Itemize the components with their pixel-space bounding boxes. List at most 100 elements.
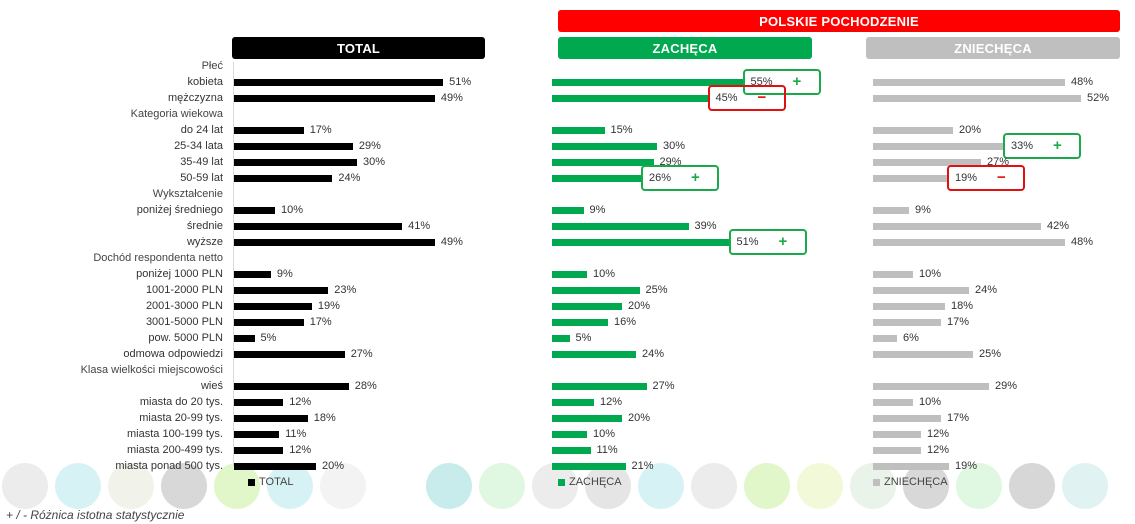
plus-sign: + (792, 73, 802, 90)
bar (552, 351, 636, 358)
bar (873, 431, 921, 438)
data-label: 29% (358, 140, 381, 152)
legend-swatch (558, 478, 565, 486)
bar (234, 159, 357, 166)
data-label: 26% (649, 172, 672, 184)
bar (234, 431, 280, 438)
data-label: 10% (593, 268, 616, 280)
significance-box-minus (947, 165, 1025, 191)
data-label: 12% (600, 396, 623, 408)
group-label: Płeć (201, 60, 223, 72)
background-bubble (744, 463, 790, 509)
data-label: 17% (947, 412, 970, 424)
bar (873, 415, 941, 422)
bar (552, 207, 584, 214)
significance-box-minus (707, 85, 786, 111)
row-label: pow. 5000 PLN (148, 332, 223, 344)
data-label: 19% (955, 172, 978, 184)
row-label: mężczyzna (167, 92, 223, 104)
bar (873, 143, 1005, 150)
bar (873, 319, 941, 326)
bar (552, 415, 622, 422)
plus-sign: + (1053, 137, 1062, 154)
row-label: 25-34 lata (174, 140, 223, 152)
data-label: 49% (440, 92, 463, 104)
encourages-header: ZACHĘCA (558, 37, 812, 59)
significance-footnote: + / - Różnica istotna statystycznie (6, 508, 185, 522)
data-label: 29% (995, 380, 1018, 392)
discourages-header: ZNIECHĘCA (866, 37, 1120, 59)
data-label: 12% (289, 396, 312, 408)
row-label: do 24 lat (180, 124, 223, 136)
background-bubble (903, 463, 949, 509)
data-label: 20% (628, 412, 651, 424)
group-header: POLSKIE POCHODZENIE (558, 10, 1120, 32)
legend-label: ZNIECHĘCA (884, 476, 948, 488)
data-label: 27% (652, 380, 675, 392)
bar (234, 287, 329, 294)
data-label: 10% (281, 204, 304, 216)
background-bubble (479, 463, 525, 509)
bar (552, 383, 647, 390)
bar (552, 399, 594, 406)
legend-swatch (248, 478, 255, 486)
total-header: TOTAL (232, 37, 485, 59)
data-label: 20% (322, 460, 345, 472)
bar (873, 127, 953, 134)
bar (234, 143, 353, 150)
group-label: Klasa wielkości miejscowości (80, 364, 223, 376)
background-bubble (373, 463, 419, 509)
bar (234, 351, 345, 358)
data-label: 24% (642, 348, 665, 360)
bar (552, 303, 622, 310)
data-label: 17% (947, 316, 970, 328)
bar (552, 335, 570, 342)
bar (234, 415, 308, 422)
bar (552, 319, 608, 326)
row-label: miasta 200-499 tys. (127, 444, 223, 456)
data-label: 27% (350, 348, 373, 360)
data-label: 52% (1087, 92, 1110, 104)
minus-sign: − (757, 89, 767, 106)
data-label: 48% (1071, 76, 1094, 88)
data-label: 18% (313, 412, 336, 424)
bar (552, 287, 640, 294)
data-label: 20% (628, 300, 651, 312)
background-bubble (108, 463, 154, 509)
data-label: 12% (927, 444, 950, 456)
bar (234, 127, 304, 134)
bar (234, 207, 275, 214)
bar (552, 431, 587, 438)
data-label: 20% (959, 124, 982, 136)
data-label: 5% (260, 332, 277, 344)
bar (234, 303, 312, 310)
bar (234, 463, 316, 470)
bar (873, 95, 1081, 102)
data-label: 10% (919, 396, 942, 408)
data-label: 21% (631, 460, 654, 472)
background-bubble (638, 463, 684, 509)
data-label: 19% (317, 300, 340, 312)
row-label: wyższe (186, 236, 223, 248)
data-label: 24% (975, 284, 998, 296)
background-bubble (426, 463, 472, 509)
data-label: 19% (955, 460, 978, 472)
legend-item: ZNIECHĘCA (873, 476, 948, 488)
significance-box-plus (1003, 133, 1081, 159)
plus-sign: + (778, 233, 788, 250)
background-bubble (55, 463, 101, 509)
bar (873, 383, 989, 390)
data-label: 17% (309, 124, 332, 136)
data-label: 33% (1011, 140, 1034, 152)
data-label: 10% (593, 428, 616, 440)
data-label: 17% (309, 316, 332, 328)
legend-item: TOTAL (248, 476, 293, 488)
data-label: 30% (363, 156, 386, 168)
background-bubble (161, 463, 207, 509)
row-label: średnie (186, 220, 223, 232)
bar (552, 79, 745, 86)
row-label: poniżej średniego (136, 204, 223, 216)
background-bubble (1009, 463, 1055, 509)
group-label: Wykształcenie (152, 188, 223, 200)
